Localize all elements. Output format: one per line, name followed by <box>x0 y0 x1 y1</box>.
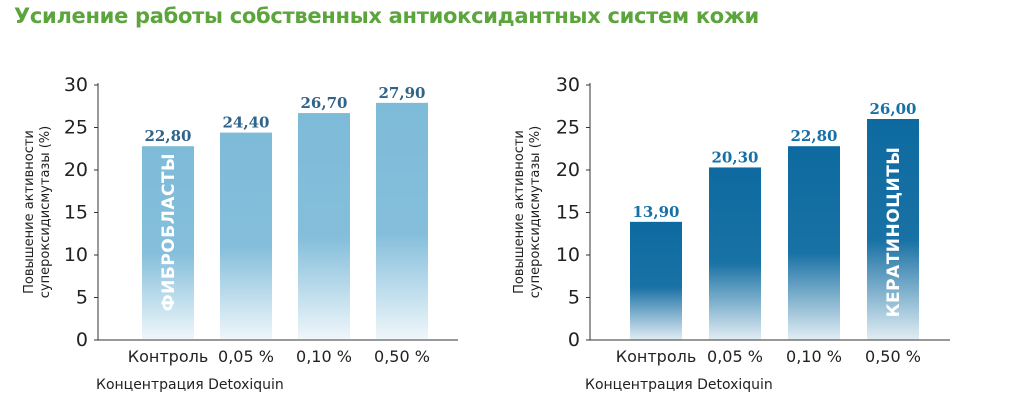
y-tick-label: 5 <box>568 287 580 309</box>
bar <box>142 146 194 340</box>
bar <box>298 113 350 340</box>
x-tick-label: Контроль <box>616 347 697 366</box>
x-axis-title: Концентрация Detoxiquin <box>585 377 773 393</box>
x-tick-label: 0,50 % <box>865 347 921 366</box>
x-tick-label: Контроль <box>128 347 209 366</box>
y-tick-label: 15 <box>556 202 580 224</box>
y-tick-label: 10 <box>556 244 580 266</box>
y-tick-label: 0 <box>568 329 580 351</box>
x-tick-label: 0,05 % <box>707 347 763 366</box>
data-label: 20,30 <box>712 148 759 166</box>
y-tick-label: 30 <box>556 74 580 96</box>
y-tick-label: 20 <box>556 159 580 181</box>
y-axis-title: Повышение активности <box>22 130 37 294</box>
y-tick-label: 25 <box>556 117 580 139</box>
x-axis-title: Концентрация Detoxiquin <box>96 377 284 393</box>
bar <box>709 167 761 340</box>
x-tick-label: 0,05 % <box>218 347 274 366</box>
y-axis-title: Повышение активности <box>512 130 527 294</box>
bar <box>630 221 682 340</box>
y-tick-label: 10 <box>64 244 88 266</box>
page-title: Усиление работы собственных антиоксидант… <box>14 4 759 28</box>
data-label: 22,80 <box>791 127 838 145</box>
bar <box>867 119 919 340</box>
y-tick-label: 30 <box>64 74 88 96</box>
y-axis-title: супероксидисмутазы (%) <box>528 126 543 298</box>
y-tick-label: 25 <box>64 117 88 139</box>
data-label: 26,00 <box>870 100 917 118</box>
x-tick-label: 0,10 % <box>296 347 352 366</box>
data-label: 22,80 <box>145 127 192 145</box>
bar <box>376 102 428 340</box>
x-tick-label: 0,50 % <box>374 347 430 366</box>
bar <box>220 132 272 340</box>
y-tick-label: 15 <box>64 202 88 224</box>
data-label: 27,90 <box>379 84 426 102</box>
bar <box>788 146 840 340</box>
bar-overlay-label: ФИБРОБЛАСТЫ <box>159 153 179 311</box>
y-tick-label: 0 <box>76 329 88 351</box>
y-tick-label: 20 <box>64 159 88 181</box>
data-label: 24,40 <box>223 114 270 132</box>
y-tick-label: 5 <box>76 287 88 309</box>
bar-overlay-label: КЕРАТИНОЦИТЫ <box>884 147 904 318</box>
y-axis-title: супероксидисмутазы (%) <box>38 126 53 298</box>
x-tick-label: 0,10 % <box>786 347 842 366</box>
data-label: 26,70 <box>301 94 348 112</box>
data-label: 13,90 <box>633 203 680 221</box>
